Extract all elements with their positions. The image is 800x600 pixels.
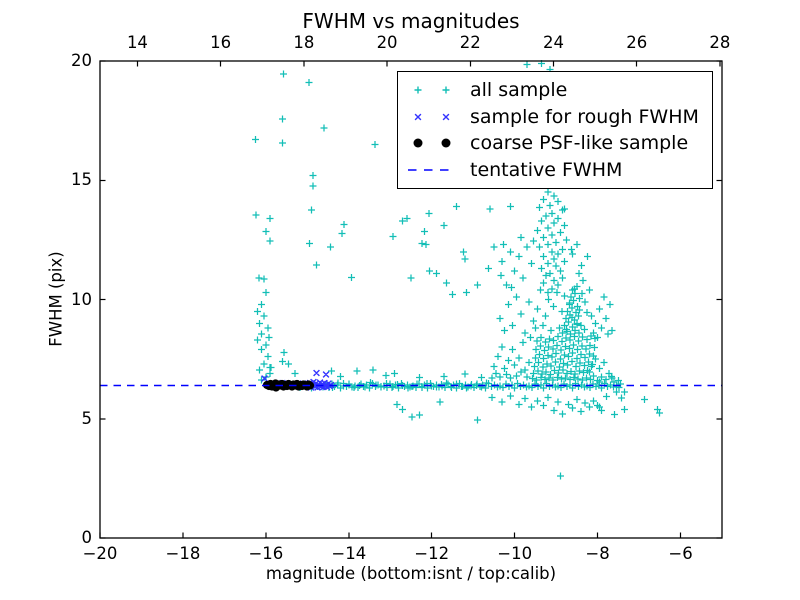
left-tick-label-10: 10 xyxy=(71,289,92,309)
legend-item-tentative-fwhm: tentative FWHM xyxy=(404,157,706,182)
plus-marker-icon xyxy=(414,86,450,94)
legend-label: coarse PSF-like sample xyxy=(470,132,689,155)
bottom-tick-label-−14: −14 xyxy=(331,544,367,563)
legend-label: sample for rough FWHM xyxy=(470,105,699,128)
top-tick-label-28: 28 xyxy=(709,33,731,52)
left-tick-label-0: 0 xyxy=(81,528,93,547)
legend-item-rough-fwhm: sample for rough FWHM xyxy=(404,104,706,129)
top-tick-label-14: 14 xyxy=(126,33,148,52)
top-tick-label-24: 24 xyxy=(542,33,564,52)
bottom-tick-label-−10: −10 xyxy=(497,544,533,563)
series-all-sample xyxy=(252,60,663,480)
bottom-tick-label-−20: −20 xyxy=(82,544,118,563)
top-tick-label-16: 16 xyxy=(210,33,232,52)
series-coarse-psf-like-sample xyxy=(262,379,315,392)
top-tick-label-18: 18 xyxy=(293,33,315,52)
x-marker-icon xyxy=(414,113,450,121)
chart-title: FWHM vs magnitudes xyxy=(302,9,520,33)
left-tick-label-15: 15 xyxy=(71,170,92,190)
legend-item-all-sample: all sample xyxy=(404,78,706,103)
bottom-tick-label-−18: −18 xyxy=(165,544,201,563)
top-tick-label-20: 20 xyxy=(376,33,398,52)
bottom-tick-label-−6: −6 xyxy=(668,544,693,563)
x-axis-label: magnitude (bottom:isnt / top:calib) xyxy=(265,564,557,583)
legend-label: all sample xyxy=(470,79,568,102)
legend-item-psf-like: coarse PSF-like sample xyxy=(404,131,706,156)
y-axis-label: FWHM (pix) xyxy=(46,251,66,347)
left-tick-label-20: 20 xyxy=(71,51,92,70)
left-tick-label-5: 5 xyxy=(81,408,93,428)
bottom-tick-label-−12: −12 xyxy=(414,544,450,563)
bottom-tick-label-−16: −16 xyxy=(248,544,284,563)
legend-label: tentative FWHM xyxy=(470,158,623,181)
legend: all sample sample for rough FWHM coarse … xyxy=(397,71,713,189)
bottom-tick-label-−8: −8 xyxy=(585,544,610,563)
dot-marker-icon xyxy=(413,138,451,148)
top-tick-label-26: 26 xyxy=(626,33,648,52)
top-tick-label-22: 22 xyxy=(459,33,481,52)
dashed-line-icon xyxy=(408,168,456,171)
